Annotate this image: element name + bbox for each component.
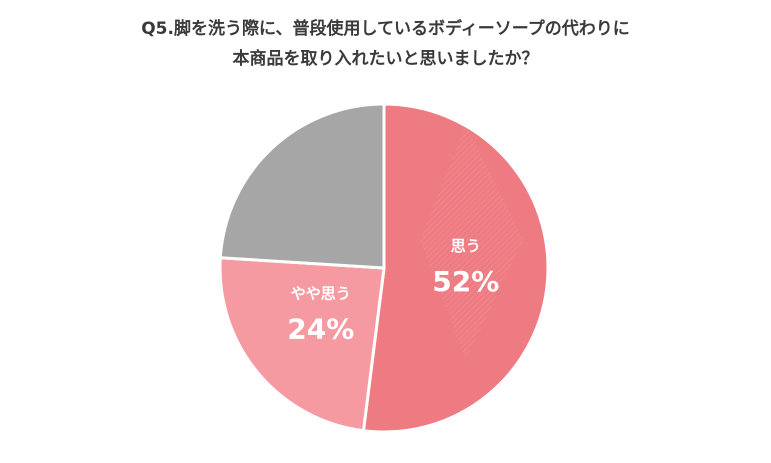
- pie-labels: 思う 52% やや思う 24%: [287, 237, 499, 345]
- pie-slice-1: [218, 256, 386, 433]
- slice-0-highlight: [420, 124, 523, 360]
- chart-title: Q5.脚を洗う際に、普段使用しているボディーソープの代わりに 本商品を取り入れた…: [0, 14, 771, 74]
- chart-title-line-2: 本商品を取り入れたいと思いましたか？: [232, 49, 539, 69]
- slice-percent-0: 52%: [432, 265, 499, 298]
- pie-slice-2: [218, 102, 386, 270]
- slice-percent-1: 24%: [287, 312, 354, 345]
- pie-slices: [218, 102, 550, 434]
- slice-label-0: 思う: [451, 237, 481, 255]
- slice-label-1: やや思う: [291, 284, 351, 302]
- chart-title-line-1: Q5.脚を洗う際に、普段使用しているボディーソープの代わりに: [141, 19, 630, 39]
